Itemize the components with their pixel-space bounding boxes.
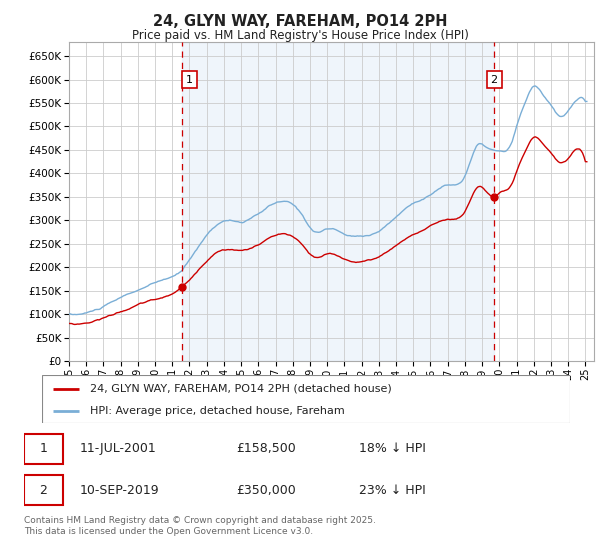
- Text: 18% ↓ HPI: 18% ↓ HPI: [359, 442, 425, 455]
- Text: 2: 2: [491, 74, 498, 85]
- Text: 10-SEP-2019: 10-SEP-2019: [80, 484, 160, 497]
- Text: Contains HM Land Registry data © Crown copyright and database right 2025.
This d: Contains HM Land Registry data © Crown c…: [24, 516, 376, 536]
- Text: 2: 2: [40, 484, 47, 497]
- Text: Price paid vs. HM Land Registry's House Price Index (HPI): Price paid vs. HM Land Registry's House …: [131, 29, 469, 42]
- Text: 23% ↓ HPI: 23% ↓ HPI: [359, 484, 425, 497]
- Text: 1: 1: [40, 442, 47, 455]
- Bar: [182, 42, 494, 361]
- Text: HPI: Average price, detached house, Fareham: HPI: Average price, detached house, Fare…: [89, 406, 344, 416]
- Text: 24, GLYN WAY, FAREHAM, PO14 2PH: 24, GLYN WAY, FAREHAM, PO14 2PH: [153, 14, 447, 29]
- Text: £350,000: £350,000: [236, 484, 296, 497]
- FancyBboxPatch shape: [24, 433, 63, 464]
- Text: 11-JUL-2001: 11-JUL-2001: [80, 442, 157, 455]
- Text: 1: 1: [186, 74, 193, 85]
- Text: £158,500: £158,500: [236, 442, 296, 455]
- Text: 24, GLYN WAY, FAREHAM, PO14 2PH (detached house): 24, GLYN WAY, FAREHAM, PO14 2PH (detache…: [89, 384, 391, 394]
- FancyBboxPatch shape: [24, 475, 63, 505]
